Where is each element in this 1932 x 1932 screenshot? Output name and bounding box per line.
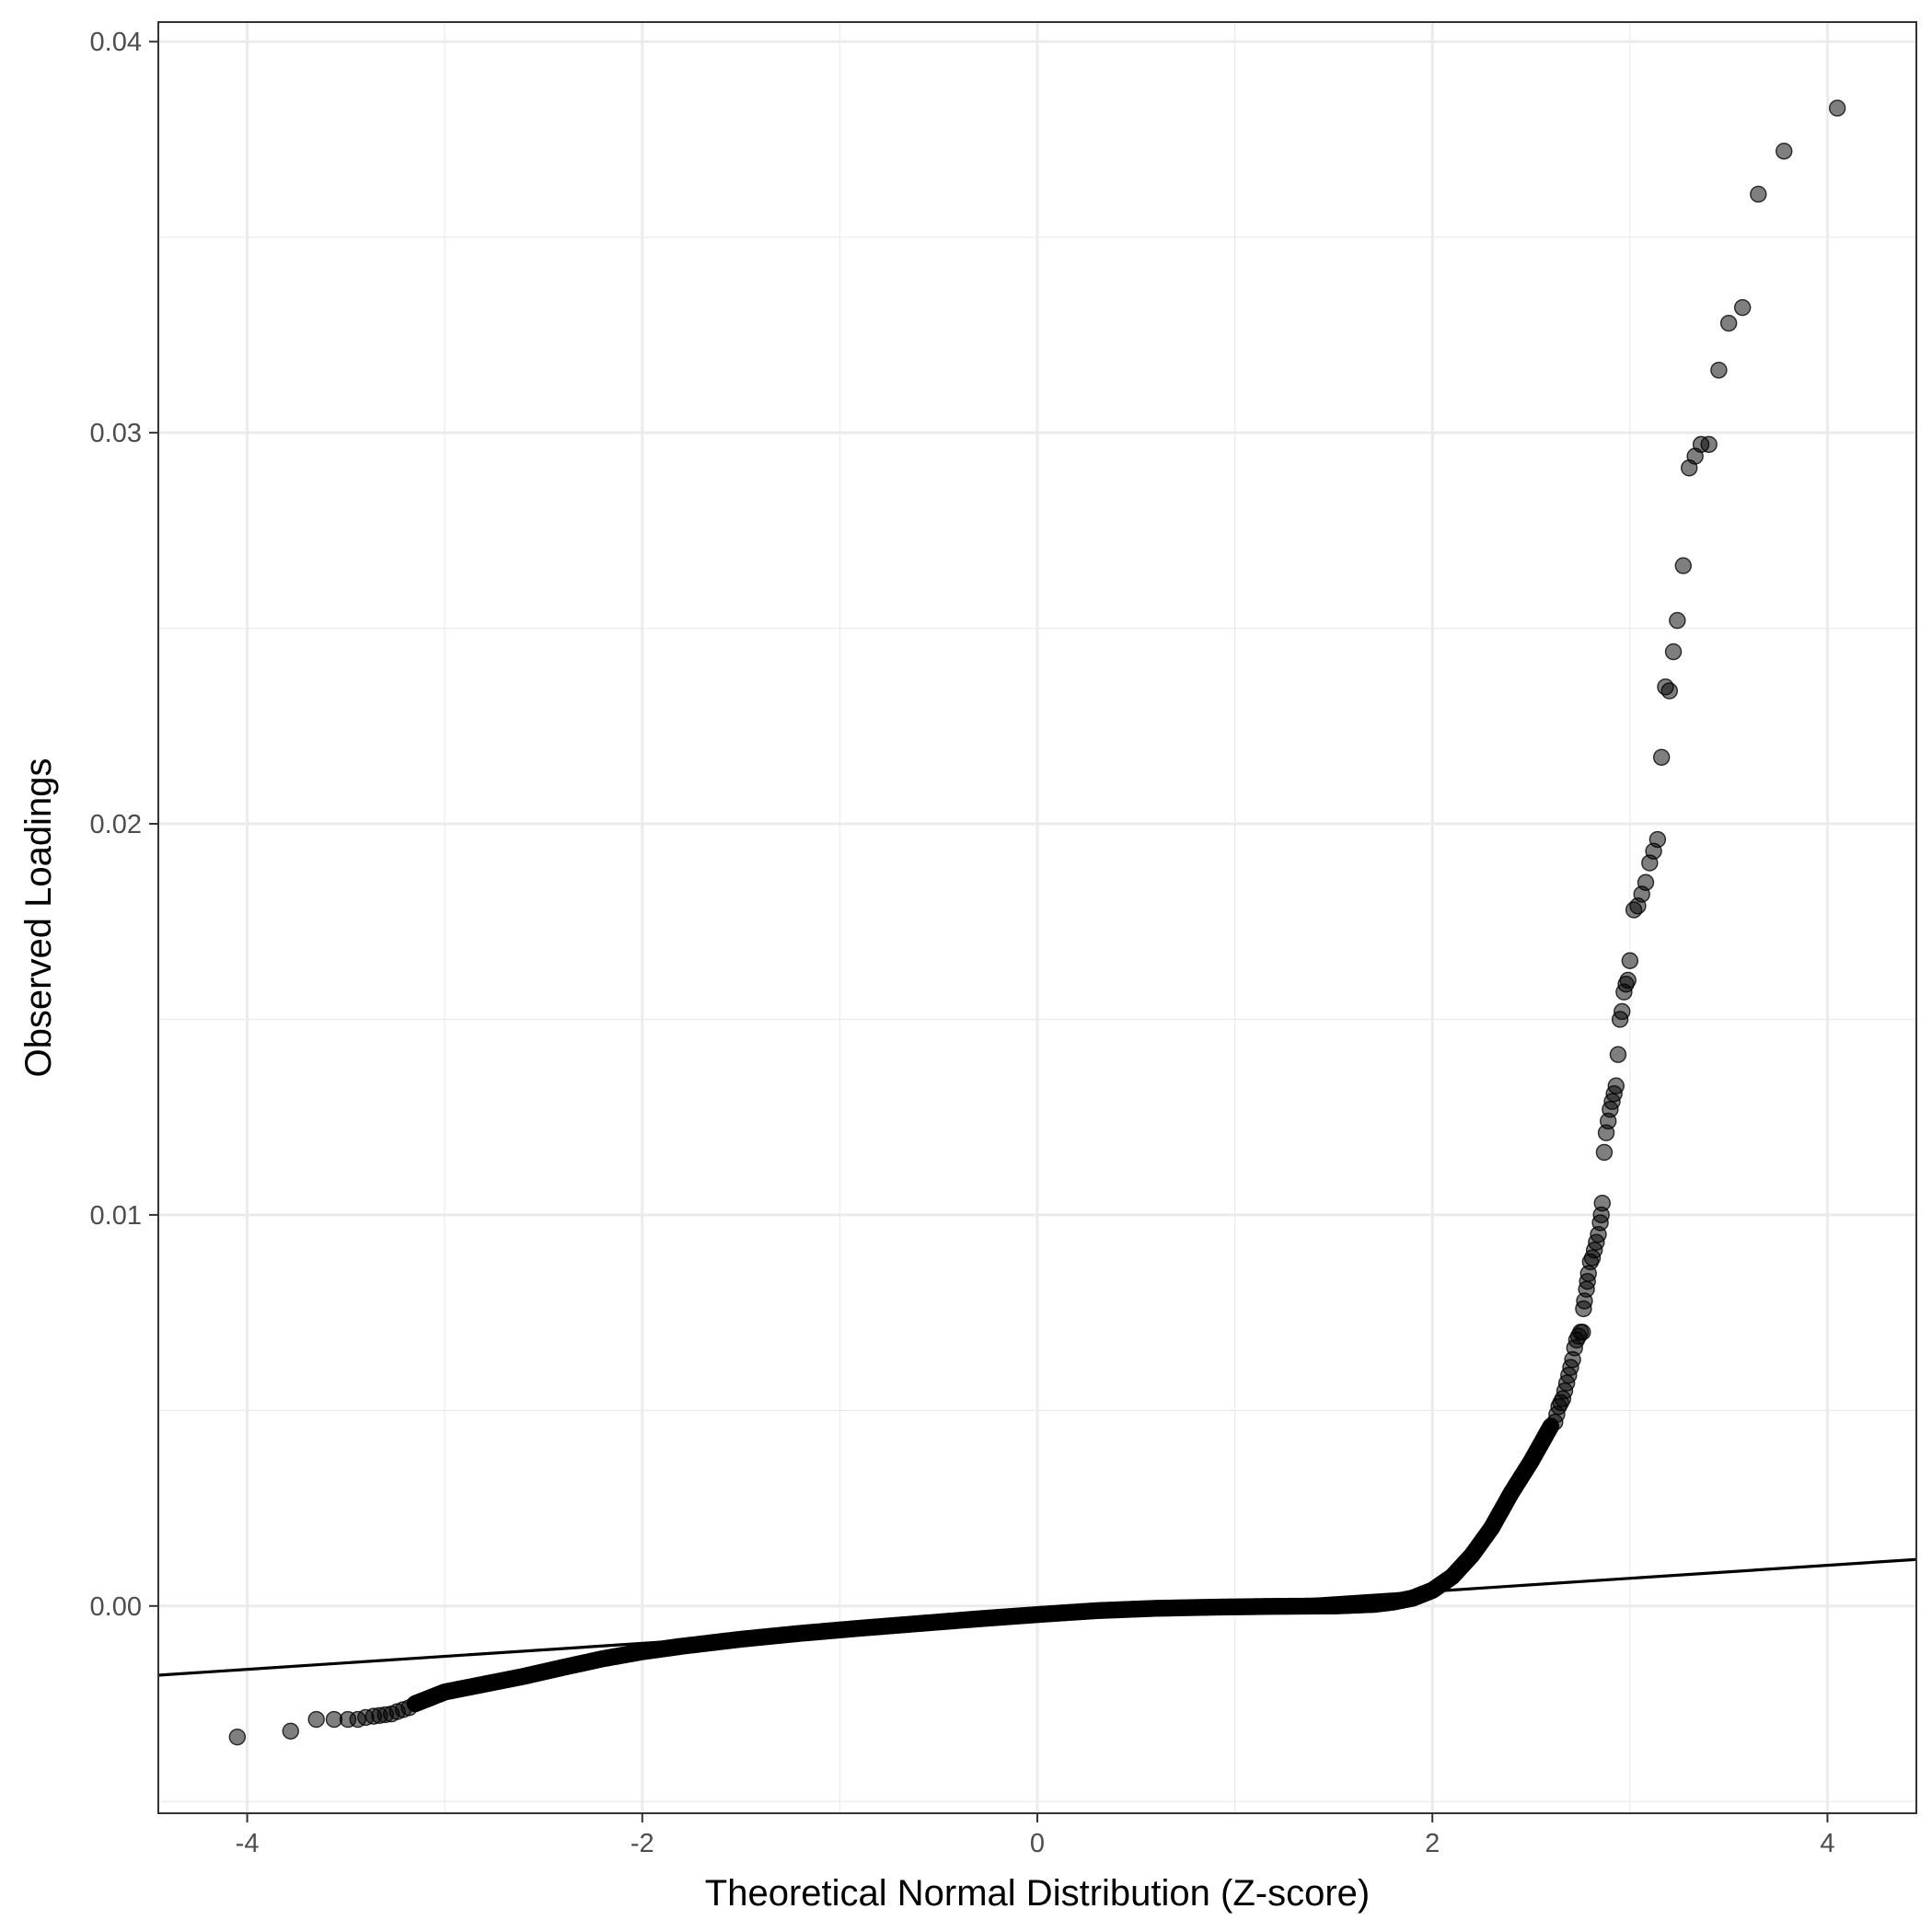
data-point-76 — [1733, 298, 1752, 317]
y-axis-ticks: 0.00 0.01 0.02 0.03 0.04 — [90, 28, 158, 1622]
y-axis-title: Observed Loadings — [18, 758, 59, 1078]
x-tick-label-2: 0 — [1030, 1829, 1045, 1858]
data-point-2 — [307, 1710, 325, 1729]
x-tick-label-1: -2 — [631, 1829, 654, 1858]
y-tick-label-1: 0.01 — [90, 1201, 142, 1231]
data-point-60 — [1637, 873, 1655, 891]
points-layer — [228, 99, 1846, 1746]
data-point-66 — [1660, 682, 1678, 700]
x-tick-label-3: 2 — [1425, 1829, 1440, 1858]
data-point-74 — [1710, 361, 1728, 379]
data-point-55 — [1619, 971, 1637, 989]
x-axis-ticks: -4 -2 0 2 4 — [236, 1813, 1834, 1858]
x-tick-label-4: 4 — [1820, 1829, 1834, 1858]
data-point-79 — [1828, 99, 1846, 117]
y-tick-label-4: 0.04 — [90, 28, 142, 57]
data-point-49 — [1607, 1077, 1625, 1094]
data-point-52 — [1614, 1002, 1631, 1021]
y-tick-label-3: 0.03 — [90, 419, 142, 448]
data-point-63 — [1649, 830, 1667, 849]
data-point-56 — [1621, 952, 1639, 969]
y-tick-label-0: 0.00 — [90, 1592, 142, 1622]
data-point-69 — [1674, 557, 1692, 574]
data-point-29 — [1574, 1324, 1591, 1341]
data-point-50 — [1609, 1046, 1627, 1063]
data-point-14 — [406, 1695, 424, 1713]
data-point-68 — [1669, 611, 1686, 630]
x-tick-label-0: -4 — [236, 1829, 260, 1858]
data-point-73 — [1700, 435, 1718, 454]
data-point-75 — [1719, 314, 1738, 332]
data-point-43 — [1595, 1143, 1614, 1162]
data-point-0 — [228, 1728, 247, 1746]
x-axis-title: Theoretical Normal Distribution (Z-score… — [705, 1873, 1370, 1914]
data-point-67 — [1664, 642, 1683, 661]
y-tick-label-2: 0.02 — [90, 810, 142, 839]
data-point-42 — [1593, 1194, 1611, 1212]
data-point-64 — [1652, 748, 1671, 766]
grid-major — [158, 22, 1916, 1813]
data-point-77 — [1750, 185, 1767, 203]
data-point-78 — [1776, 143, 1793, 160]
data-point-1 — [282, 1722, 299, 1740]
